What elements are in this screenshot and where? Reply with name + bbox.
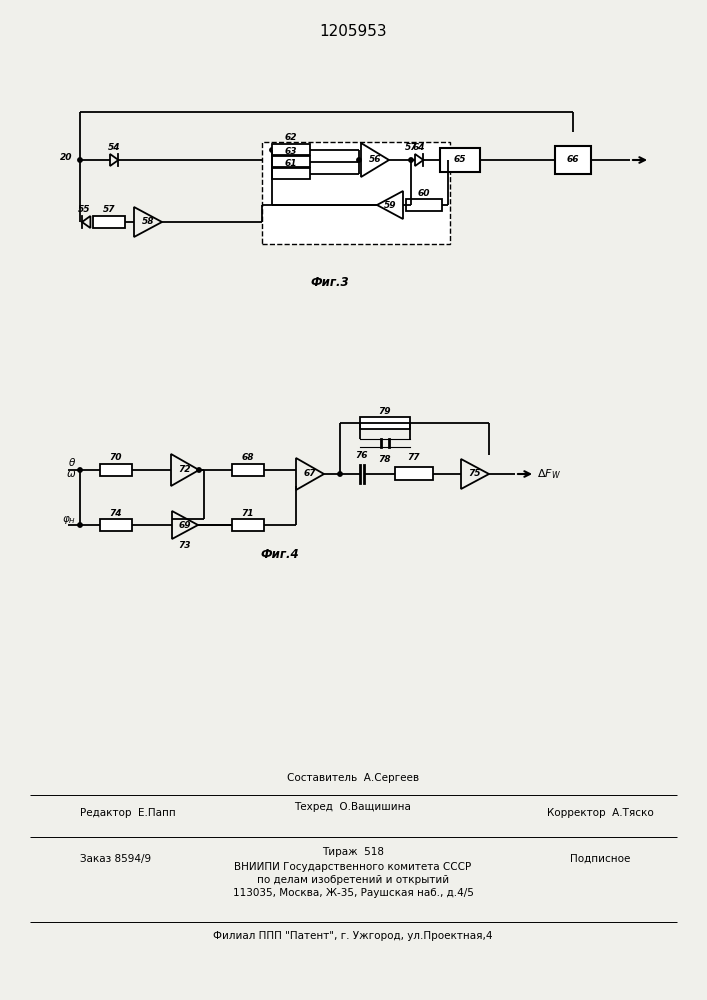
Text: 78: 78	[379, 454, 391, 464]
Text: 58: 58	[141, 218, 154, 227]
Bar	[262, 142, 450, 244]
Circle shape	[197, 468, 201, 472]
Text: Фиг.3: Фиг.3	[310, 275, 349, 288]
Circle shape	[270, 148, 274, 152]
Text: 66: 66	[567, 155, 579, 164]
Bar	[555, 146, 591, 174]
Circle shape	[338, 472, 342, 476]
Text: по делам изобретений и открытий: по делам изобретений и открытий	[257, 875, 449, 885]
Text: 113035, Москва, Ж-35, Раушская наб., д.4/5: 113035, Москва, Ж-35, Раушская наб., д.4…	[233, 888, 474, 898]
Text: 64: 64	[413, 143, 425, 152]
Text: $\varphi_H$: $\varphi_H$	[62, 514, 76, 526]
Bar	[406, 199, 442, 211]
Text: 68: 68	[242, 454, 255, 462]
Text: Заказ 8594/9: Заказ 8594/9	[80, 854, 151, 864]
Text: 79: 79	[379, 406, 391, 416]
Text: 63: 63	[285, 146, 297, 155]
Text: 69: 69	[179, 520, 192, 530]
Text: Тираж  518: Тираж 518	[322, 847, 384, 857]
Bar	[232, 519, 264, 531]
Bar	[272, 144, 310, 155]
Circle shape	[357, 158, 361, 162]
Text: 56: 56	[369, 155, 381, 164]
Text: Филиал ППП "Патент", г. Ужгород, ул.Проектная,4: Филиал ППП "Патент", г. Ужгород, ул.Прое…	[214, 931, 493, 941]
Bar	[93, 216, 125, 228]
Text: 65: 65	[454, 155, 466, 164]
Text: 75: 75	[469, 470, 481, 479]
Text: 54: 54	[107, 143, 120, 152]
Text: Фиг.4: Фиг.4	[261, 548, 299, 562]
Text: 72: 72	[179, 466, 192, 475]
Text: 71: 71	[242, 508, 255, 518]
Bar	[100, 464, 132, 476]
Bar	[272, 156, 310, 167]
Text: $\Delta F_W$: $\Delta F_W$	[537, 467, 561, 481]
Circle shape	[78, 158, 82, 162]
Text: ВНИИПИ Государственного комитета СССР: ВНИИПИ Государственного комитета СССР	[235, 862, 472, 872]
Circle shape	[409, 158, 413, 162]
Bar	[360, 417, 410, 429]
Text: Редактор  Е.Папп: Редактор Е.Папп	[80, 808, 176, 818]
Text: 76: 76	[356, 452, 368, 460]
Text: 74: 74	[110, 508, 122, 518]
Text: Подписное: Подписное	[570, 854, 630, 864]
Text: 70: 70	[110, 454, 122, 462]
Text: Техред  О.Ващишина: Техред О.Ващишина	[295, 802, 411, 812]
Circle shape	[78, 523, 82, 527]
Text: $\omega$: $\omega$	[66, 469, 76, 479]
Circle shape	[78, 468, 82, 472]
Bar	[395, 467, 433, 480]
Bar	[100, 519, 132, 531]
Text: $\theta_{\,}$: $\theta_{\,}$	[68, 457, 76, 467]
Text: 59: 59	[384, 200, 396, 210]
Text: 62: 62	[285, 132, 297, 141]
Text: Корректор  А.Тяско: Корректор А.Тяско	[547, 808, 653, 818]
Text: 57: 57	[404, 143, 417, 152]
Text: 55: 55	[78, 206, 90, 215]
Bar	[272, 168, 310, 179]
Text: 20: 20	[59, 153, 72, 162]
Text: Составитель  А.Сергеев: Составитель А.Сергеев	[287, 773, 419, 783]
Text: 60: 60	[418, 188, 431, 198]
Bar	[232, 464, 264, 476]
Bar	[440, 148, 480, 172]
Text: 77: 77	[408, 454, 420, 462]
Text: 57: 57	[103, 206, 115, 215]
Text: 61: 61	[285, 158, 297, 167]
Text: 73: 73	[179, 540, 192, 550]
Text: 67: 67	[304, 470, 316, 479]
Text: 1205953: 1205953	[319, 24, 387, 39]
